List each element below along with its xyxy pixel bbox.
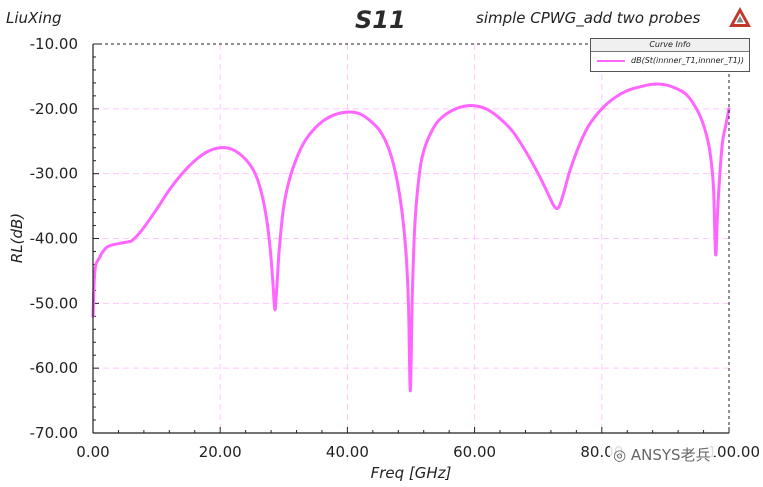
author-label: LiuXing [6,9,62,27]
x-tick-label: 0.00 [76,443,109,461]
watermark-label: ◎ ANSYS老兵 [610,444,714,465]
wechat-icon: ◎ [613,446,627,464]
x-tick-label: 60.00 [453,443,496,461]
y-tick-label: -20.00 [30,100,78,118]
curve-info-legend[interactable]: Curve Info dB(St(innner_T1,innner_T1)) [590,38,750,72]
ansys-logo-icon [729,7,751,27]
x-axis-title: Freq [GHz] [371,464,452,482]
legend-entry-label: dB(St(innner_T1,innner_T1)) [631,56,745,65]
x-tick-labels: 0.00 20.00 40.00 60.00 80.00 100.00 [76,443,760,461]
chart-title: S11 [355,6,406,34]
y-tick-label: -70.00 [30,424,78,442]
legend-swatch [597,60,625,62]
y-tick-label: -10.00 [30,35,78,53]
y-tick-label: -40.00 [30,230,78,248]
x-tick-label: 20.00 [199,443,242,461]
legend-header: Curve Info [591,39,749,52]
y-tick-label: -30.00 [30,165,78,183]
curve-layer [91,82,731,393]
x-tick-label: 100.00 [708,443,761,461]
series-line [91,82,731,393]
watermark-text: ANSYS老兵 [630,446,711,464]
x-tick-label: 40.00 [326,443,369,461]
chart-subtitle: simple CPWG_add two probes [476,9,701,27]
axis-minor-ticks [92,43,730,434]
legend-entry[interactable]: dB(St(innner_T1,innner_T1)) [591,52,749,70]
y-tick-labels: -10.00 -20.00 -30.00 -40.00 -50.00 -60.00 -70.… [30,35,78,442]
y-axis-title: RL(dB) [8,213,26,263]
y-tick-label: -60.00 [30,359,78,377]
y-tick-label: -50.00 [30,294,78,312]
